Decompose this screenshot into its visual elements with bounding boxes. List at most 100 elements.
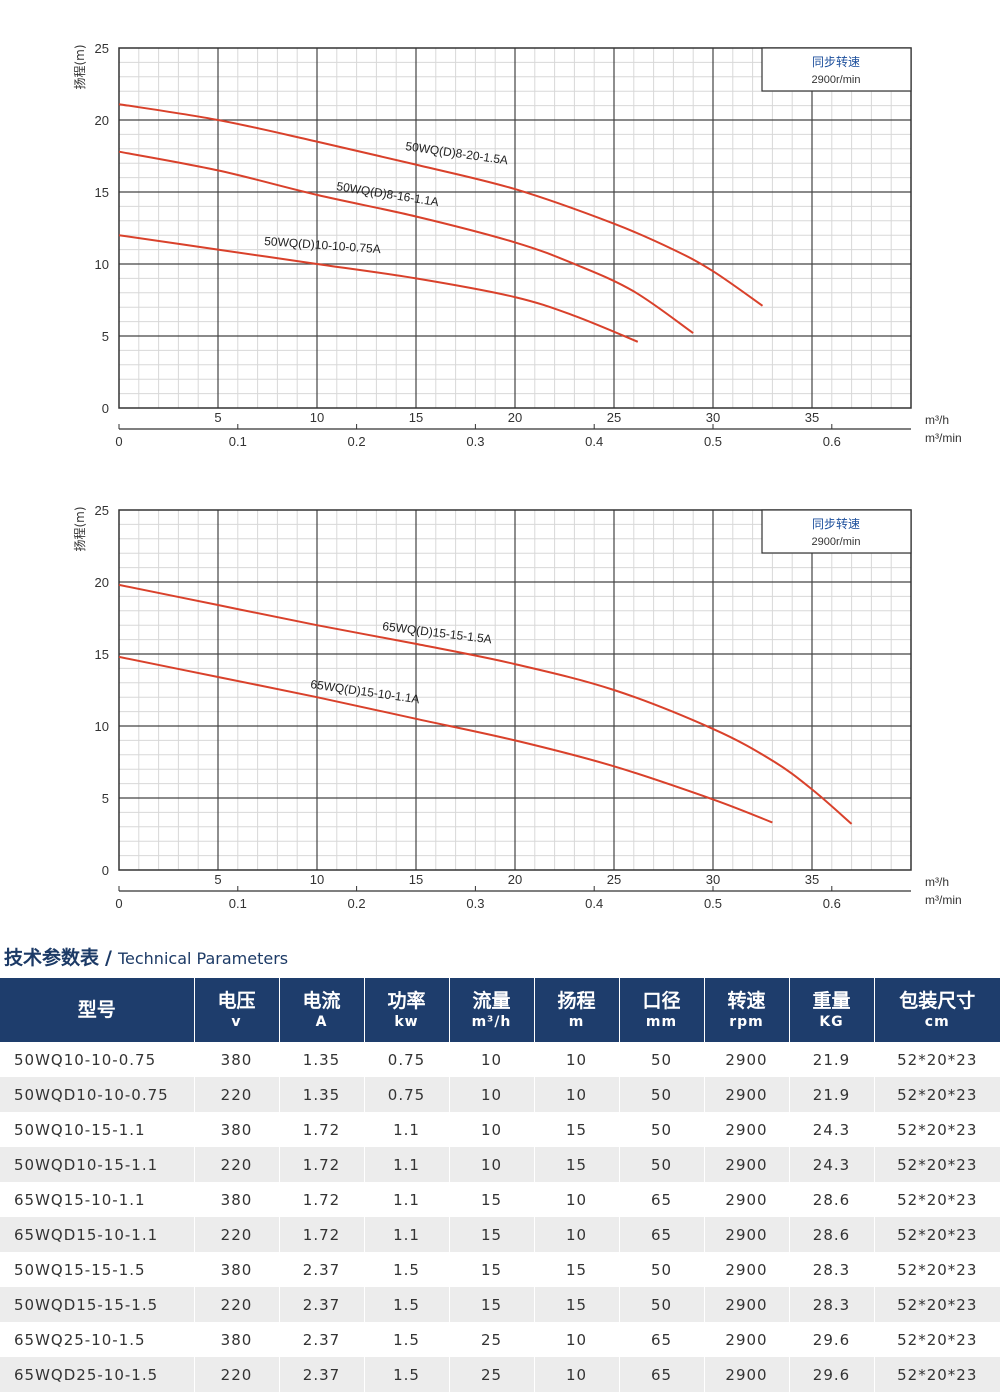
table-cell: 50 xyxy=(619,1077,705,1112)
x-bottom-tick-label: 0.1 xyxy=(229,896,247,911)
table-cell: 21.9 xyxy=(789,1077,875,1112)
table-cell: 2900 xyxy=(704,1252,790,1287)
table-cell: 65 xyxy=(619,1182,705,1217)
pump-curve-chart-2: 0 5 10 15 20 25 扬程(m) 5 10 15 20 25 30 35 0 0.1 0.2 0.3 0.… xyxy=(72,503,962,911)
x-top-tick-label: 5 xyxy=(214,872,221,887)
table-cell: 2900 xyxy=(704,1322,790,1357)
table-cell: 24.3 xyxy=(789,1147,875,1182)
table-cell: 1.1 xyxy=(364,1217,450,1252)
table-cell: 52*20*23 xyxy=(874,1042,1000,1077)
table-cell: 2900 xyxy=(704,1077,790,1112)
y-tick-label: 10 xyxy=(95,257,109,272)
table-cell: 1.72 xyxy=(279,1112,365,1147)
table-cell: 52*20*23 xyxy=(874,1357,1000,1392)
y-tick-label: 20 xyxy=(95,113,109,128)
table-cell: 65WQ25-10-1.5 xyxy=(0,1322,195,1357)
x-top-tick-label: 15 xyxy=(409,410,423,425)
table-cell: 29.6 xyxy=(789,1322,875,1357)
series-curve xyxy=(118,655,773,824)
table-cell: 380 xyxy=(194,1322,280,1357)
table-cell: 1.35 xyxy=(279,1077,365,1112)
table-cell: 10 xyxy=(534,1357,620,1392)
table-cell: 10 xyxy=(449,1042,535,1077)
plot-frame xyxy=(118,509,912,871)
table-cell: 2.37 xyxy=(279,1252,365,1287)
table-cell: 220 xyxy=(194,1357,280,1392)
x-top-tick-label: 10 xyxy=(310,872,324,887)
series-curve xyxy=(118,234,639,343)
plot-frame xyxy=(118,47,912,409)
table-cell: 1.72 xyxy=(279,1182,365,1217)
table-cell: 21.9 xyxy=(789,1042,875,1077)
x-bottom-tick-label: 0.3 xyxy=(466,896,484,911)
series-curve xyxy=(118,150,694,334)
x-bottom-tick-label: 0.1 xyxy=(229,434,247,449)
x-top-tick-label: 25 xyxy=(607,410,621,425)
table-cell: 2900 xyxy=(704,1287,790,1322)
table-cell: 10 xyxy=(449,1147,535,1182)
table-cell: 2.37 xyxy=(279,1287,365,1322)
table-cell: 50 xyxy=(619,1147,705,1182)
x-top-tick-label: 35 xyxy=(805,872,819,887)
table-cell: 29.6 xyxy=(789,1357,875,1392)
header-current: 电流 A xyxy=(279,978,365,1042)
table-body: 50WQ10-10-0.75 380 1.35 0.75 10 10 50 2900 21.9 5… xyxy=(0,1042,1000,1392)
table-cell: 28.3 xyxy=(789,1252,875,1287)
table-row: 65WQD25-10-1.5 220 2.37 1.5 25 10 65 2900 29.6 52… xyxy=(0,1357,1000,1392)
y-tick-label: 25 xyxy=(95,503,109,518)
x-top-tick-label: 30 xyxy=(706,410,720,425)
table-row: 50WQ15-15-1.5 380 2.37 1.5 15 15 50 2900 28.3 52*… xyxy=(0,1252,1000,1287)
table-cell: 50WQ15-15-1.5 xyxy=(0,1252,195,1287)
table-cell: 1.1 xyxy=(364,1182,450,1217)
y-axis-label: 扬程(m) xyxy=(72,506,87,551)
table-cell: 52*20*23 xyxy=(874,1322,1000,1357)
table-row: 50WQ10-15-1.1 380 1.72 1.1 10 15 50 2900 24.3 52*… xyxy=(0,1112,1000,1147)
table-row: 50WQD10-15-1.1 220 1.72 1.1 10 15 50 2900 24.3 52… xyxy=(0,1147,1000,1182)
table-cell: 52*20*23 xyxy=(874,1252,1000,1287)
x-top-tick-label: 20 xyxy=(508,872,522,887)
series-label: 65WQ(D)15-10-1.1A xyxy=(310,677,421,706)
table-cell: 2.37 xyxy=(279,1357,365,1392)
table-cell: 10 xyxy=(534,1042,620,1077)
table-cell: 28.6 xyxy=(789,1217,875,1252)
table-cell: 1.5 xyxy=(364,1252,450,1287)
x-top-unit-label: m³/h xyxy=(925,413,949,427)
y-tick-label: 0 xyxy=(102,401,109,416)
table-cell: 10 xyxy=(534,1182,620,1217)
x-bottom-tick-label: 0 xyxy=(115,434,122,449)
x-top-tick-label: 25 xyxy=(607,872,621,887)
table-cell: 220 xyxy=(194,1147,280,1182)
x-top-unit-label: m³/h xyxy=(925,875,949,889)
x-bottom-unit-label: m³/min xyxy=(925,893,962,907)
table-cell: 28.3 xyxy=(789,1287,875,1322)
table-cell: 1.1 xyxy=(364,1112,450,1147)
table-cell: 65 xyxy=(619,1217,705,1252)
table-cell: 0.75 xyxy=(364,1077,450,1112)
table-cell: 15 xyxy=(534,1252,620,1287)
table-cell: 15 xyxy=(534,1147,620,1182)
table-cell: 2900 xyxy=(704,1042,790,1077)
table-cell: 25 xyxy=(449,1357,535,1392)
speed-legend-box xyxy=(761,47,912,92)
table-cell: 1.5 xyxy=(364,1287,450,1322)
table-cell: 10 xyxy=(534,1077,620,1112)
x-bottom-tick-label: 0.4 xyxy=(585,434,603,449)
pump-curve-chart-1: 0 5 10 15 20 25 扬程(m) 5 10 15 20 25 30 35 0 0.1 0.2 0.3 0.… xyxy=(72,41,962,449)
table-cell: 65 xyxy=(619,1357,705,1392)
series-curve xyxy=(118,583,853,825)
table-row: 65WQ15-10-1.1 380 1.72 1.1 15 10 65 2900 28.6 52*… xyxy=(0,1182,1000,1217)
table-cell: 52*20*23 xyxy=(874,1077,1000,1112)
table-cell: 15 xyxy=(449,1217,535,1252)
x-bottom-tick-label: 0.3 xyxy=(466,434,484,449)
speed-legend-line1: 同步转速 xyxy=(812,516,860,531)
y-tick-label: 25 xyxy=(95,41,109,56)
series-curve xyxy=(118,103,764,307)
x-top-tick-label: 35 xyxy=(805,410,819,425)
table-cell: 50WQ10-15-1.1 xyxy=(0,1112,195,1147)
table-cell: 2900 xyxy=(704,1182,790,1217)
table-row: 50WQ10-10-0.75 380 1.35 0.75 10 10 50 2900 21.9 5… xyxy=(0,1042,1000,1077)
y-tick-label: 5 xyxy=(102,329,109,344)
table-cell: 220 xyxy=(194,1287,280,1322)
header-head: 扬程 m xyxy=(534,978,620,1042)
section-title-en: Technical Parameters xyxy=(117,949,289,968)
